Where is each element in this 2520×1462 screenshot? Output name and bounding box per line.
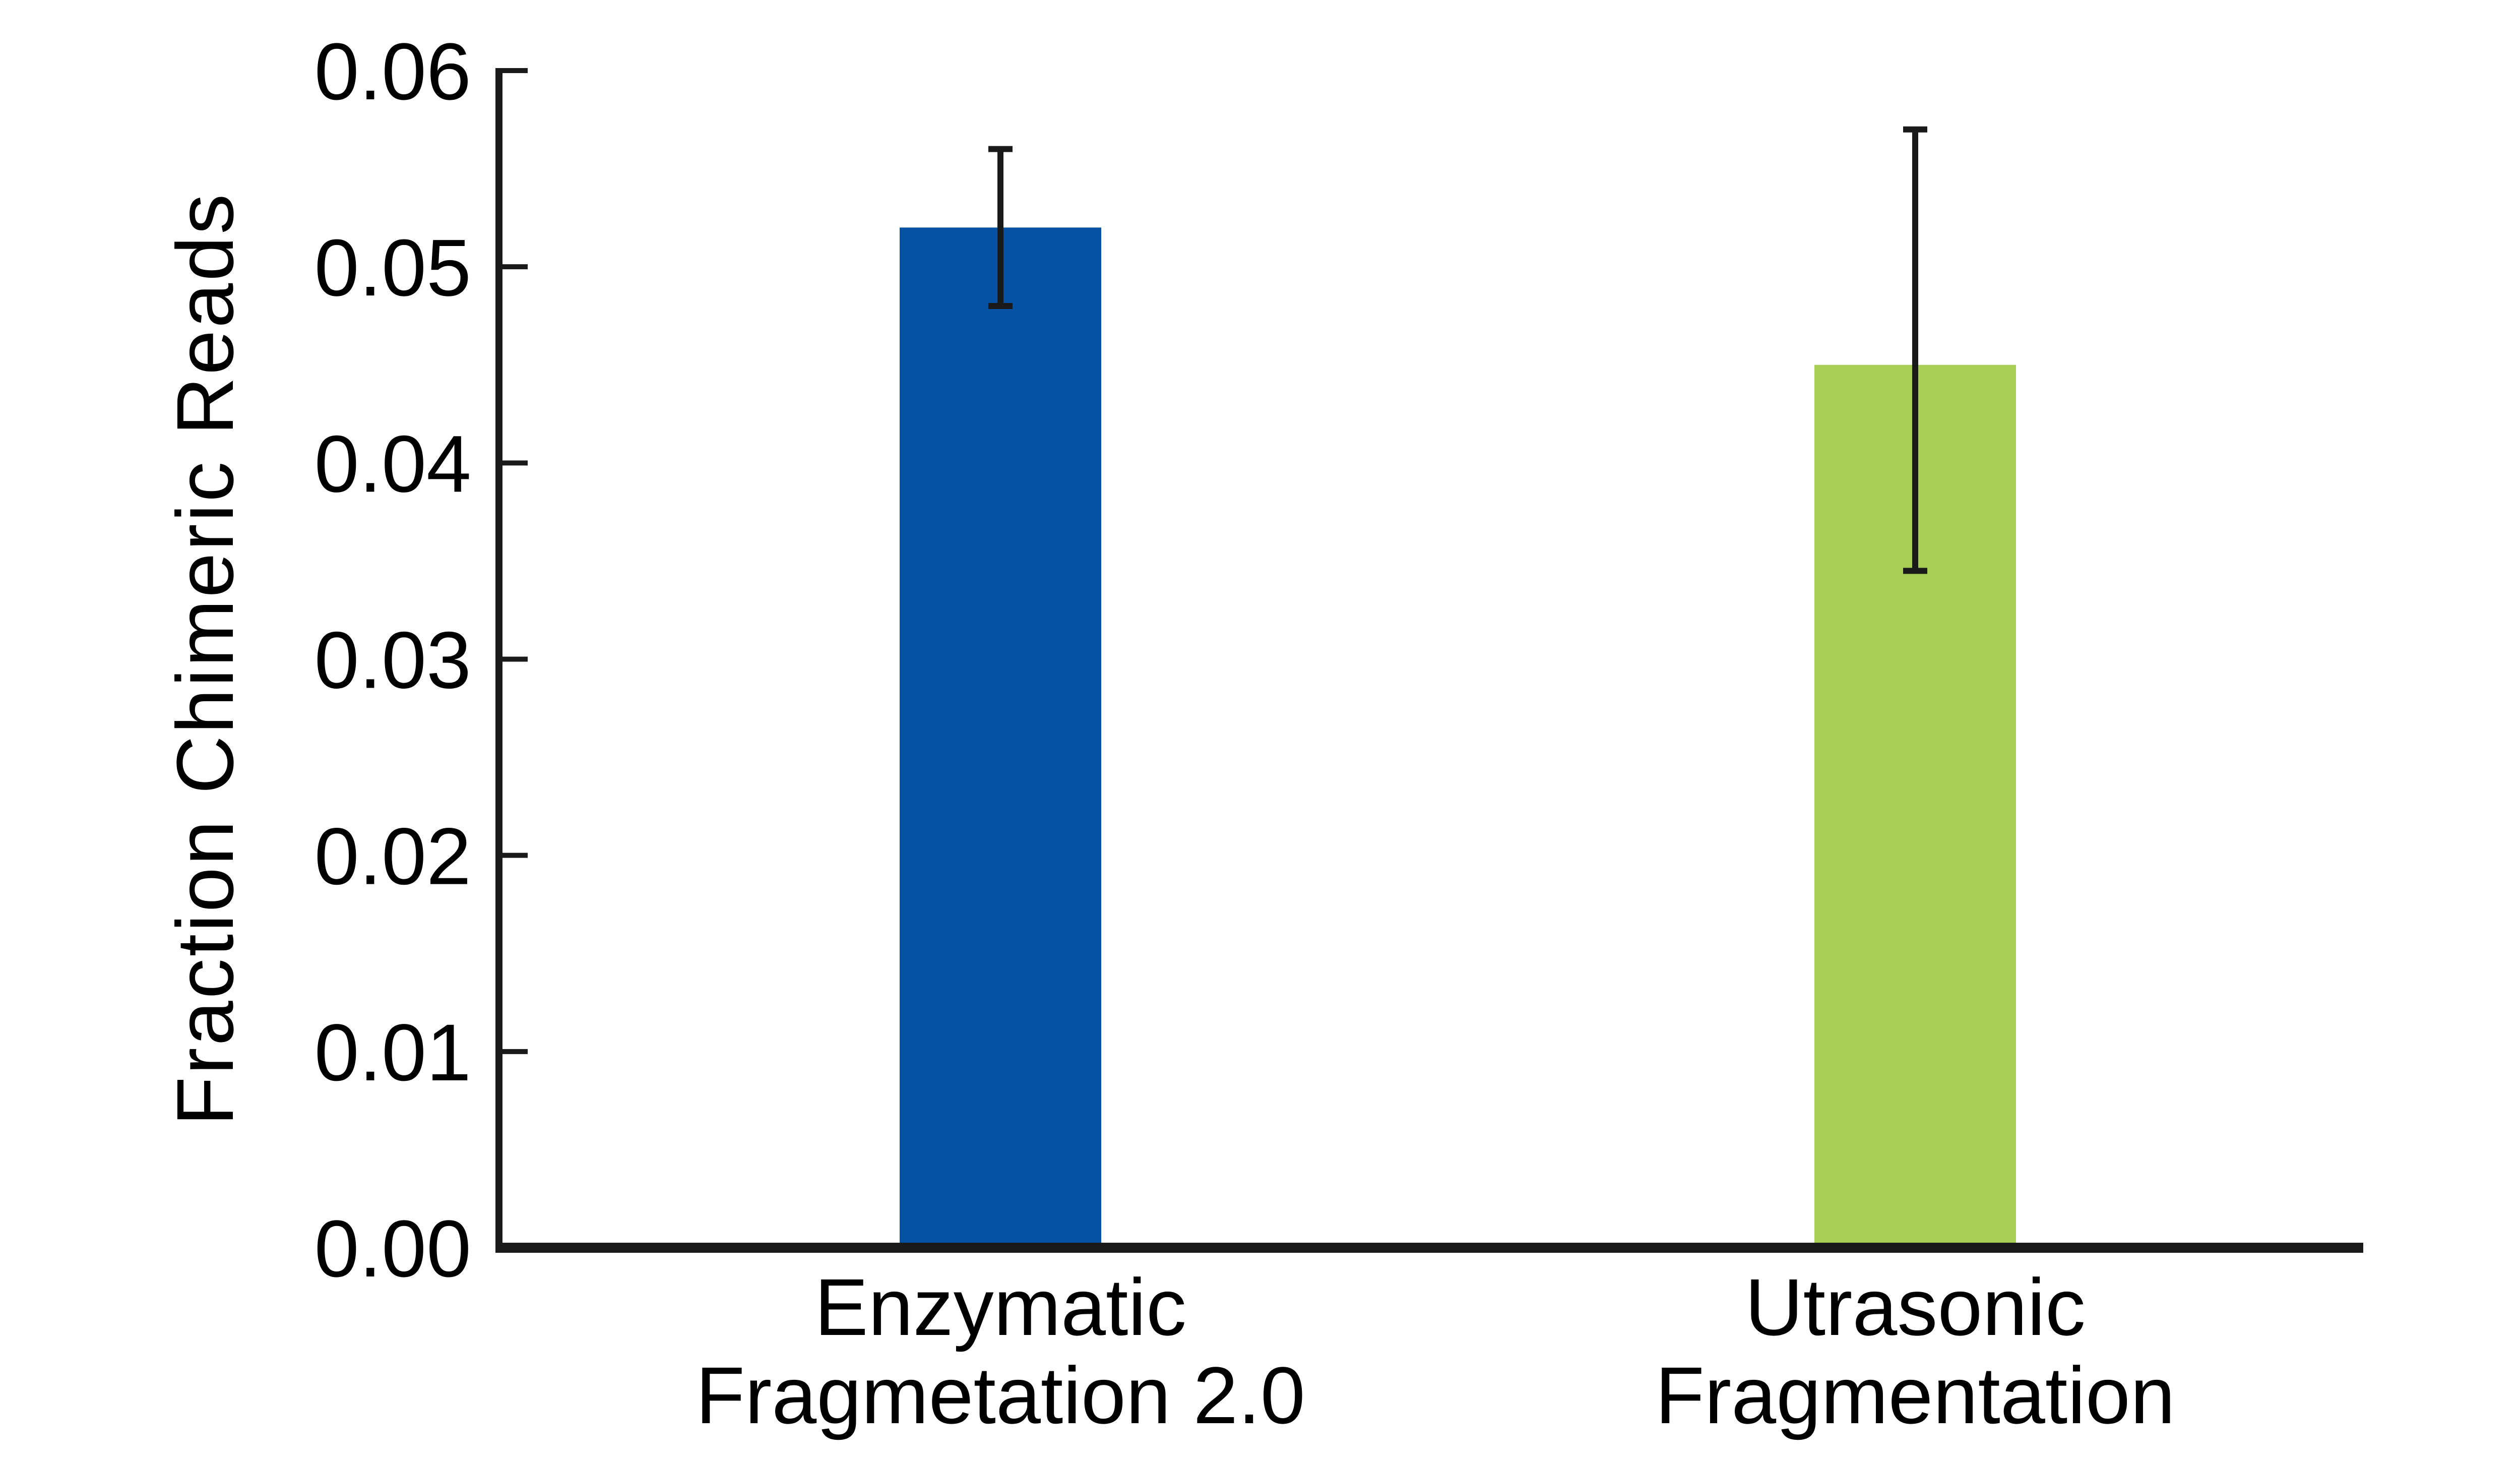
x-category-label-0-line-0: Enzymatic bbox=[814, 1262, 1186, 1352]
y-tick-label-4: 0.04 bbox=[314, 418, 471, 509]
y-tick-label-5: 0.05 bbox=[314, 222, 471, 313]
y-tick-label-6: 0.06 bbox=[314, 26, 471, 116]
y-tick-label-3: 0.03 bbox=[314, 615, 471, 705]
x-category-label-1-line-1: Fragmentation bbox=[1655, 1350, 2175, 1440]
x-category-label-1-line-0: Utrasonic bbox=[1745, 1262, 2086, 1352]
y-tick-label-2: 0.02 bbox=[314, 811, 471, 901]
x-category-label-0-line-1: Fragmetation 2.0 bbox=[696, 1350, 1305, 1440]
bar-0 bbox=[900, 227, 1101, 1253]
plot-area: 0.000.010.020.030.040.050.06EnzymaticFra… bbox=[314, 26, 2363, 1440]
y-axis-title: Fraction Chimeric Reads bbox=[160, 192, 250, 1126]
y-tick-label-1: 0.01 bbox=[314, 1007, 471, 1098]
y-tick-label-0: 0.00 bbox=[314, 1203, 471, 1294]
